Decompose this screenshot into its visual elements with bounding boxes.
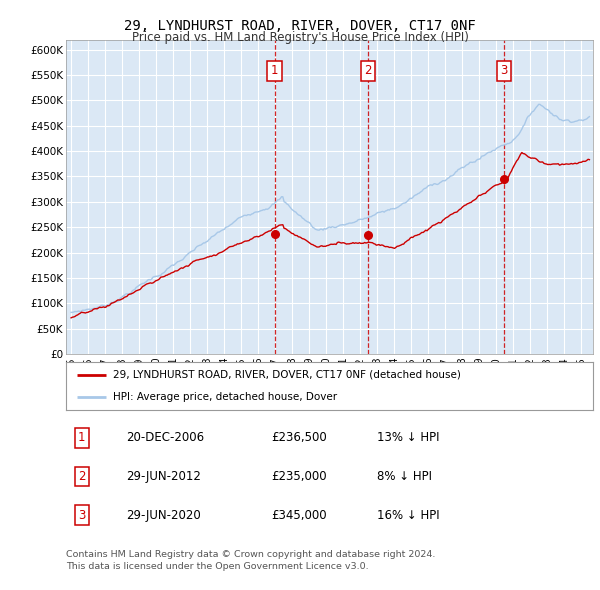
- Text: £235,000: £235,000: [271, 470, 327, 483]
- Text: £345,000: £345,000: [271, 509, 327, 522]
- Text: 29-JUN-2020: 29-JUN-2020: [127, 509, 202, 522]
- Text: This data is licensed under the Open Government Licence v3.0.: This data is licensed under the Open Gov…: [66, 562, 368, 571]
- Text: £236,500: £236,500: [271, 431, 327, 444]
- Text: HPI: Average price, detached house, Dover: HPI: Average price, detached house, Dove…: [113, 392, 338, 402]
- Text: 8% ↓ HPI: 8% ↓ HPI: [377, 470, 432, 483]
- Text: 1: 1: [78, 431, 86, 444]
- Text: 2: 2: [78, 470, 86, 483]
- Text: 29, LYNDHURST ROAD, RIVER, DOVER, CT17 0NF (detached house): 29, LYNDHURST ROAD, RIVER, DOVER, CT17 0…: [113, 370, 461, 380]
- Text: 29-JUN-2012: 29-JUN-2012: [127, 470, 202, 483]
- Text: 29, LYNDHURST ROAD, RIVER, DOVER, CT17 0NF: 29, LYNDHURST ROAD, RIVER, DOVER, CT17 0…: [124, 19, 476, 33]
- Text: 3: 3: [78, 509, 85, 522]
- Text: Price paid vs. HM Land Registry's House Price Index (HPI): Price paid vs. HM Land Registry's House …: [131, 31, 469, 44]
- Text: 13% ↓ HPI: 13% ↓ HPI: [377, 431, 439, 444]
- Text: 1: 1: [271, 64, 278, 77]
- Text: 2: 2: [365, 64, 372, 77]
- Text: 3: 3: [500, 64, 508, 77]
- Text: 20-DEC-2006: 20-DEC-2006: [127, 431, 205, 444]
- Text: Contains HM Land Registry data © Crown copyright and database right 2024.: Contains HM Land Registry data © Crown c…: [66, 550, 436, 559]
- Text: 16% ↓ HPI: 16% ↓ HPI: [377, 509, 439, 522]
